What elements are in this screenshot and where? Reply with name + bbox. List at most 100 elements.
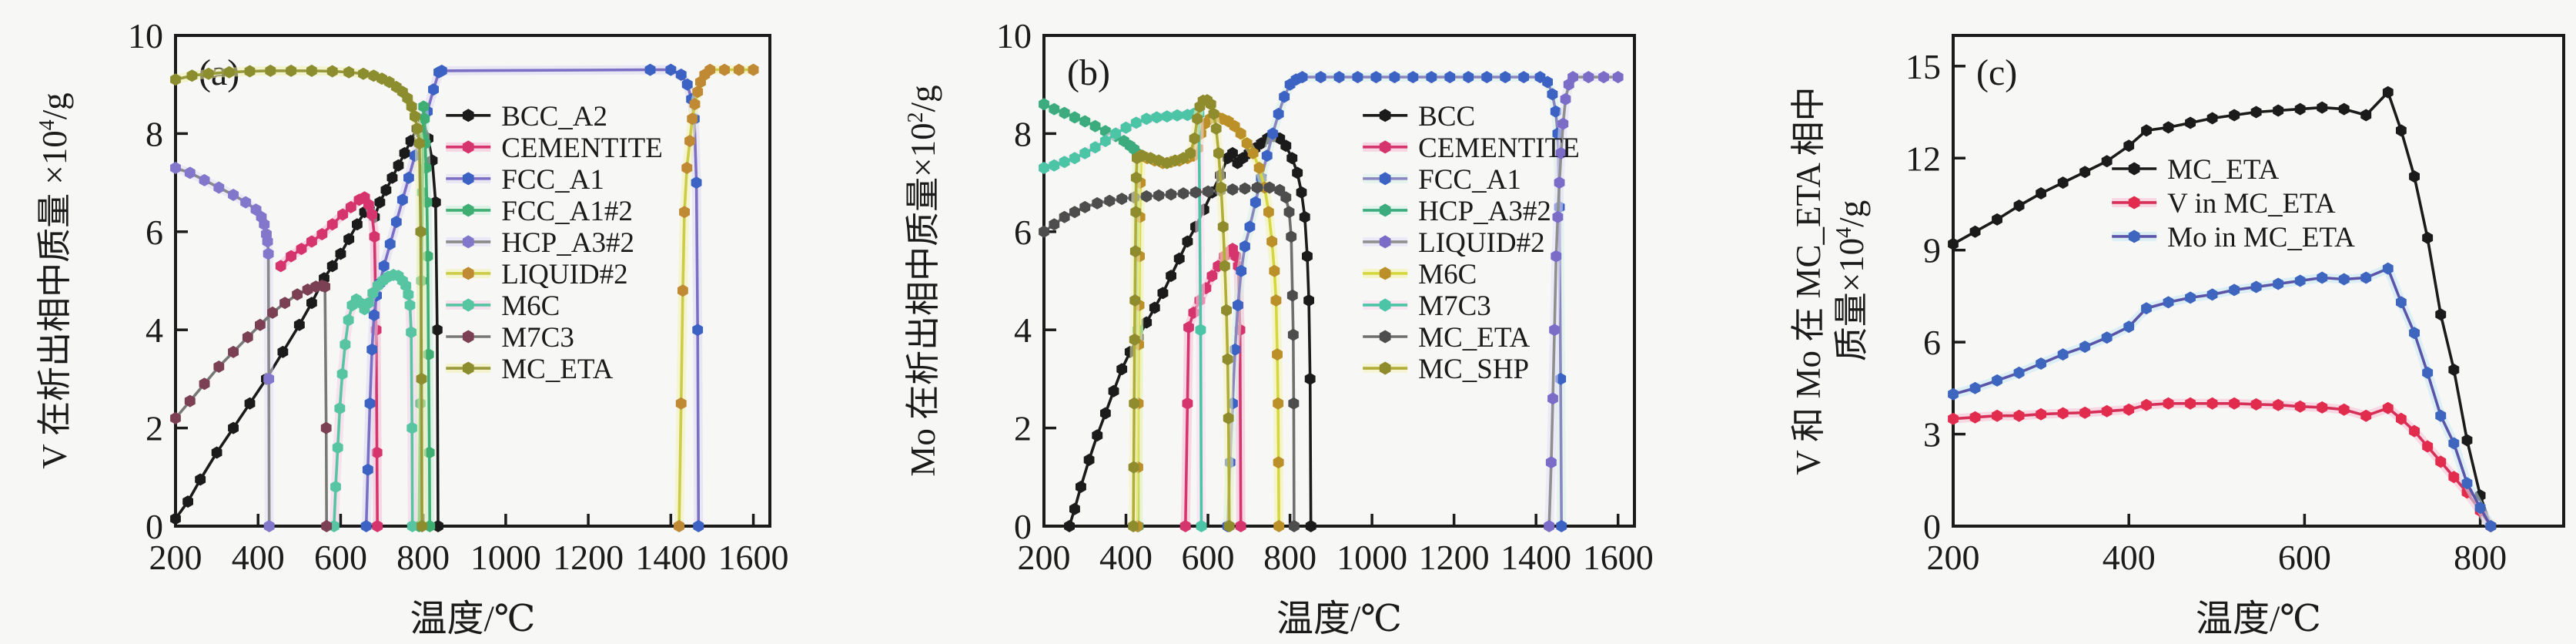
data-point-marker bbox=[1389, 71, 1400, 84]
x-axis: 200 400 600 800 1000 1200 1400 1600 温度/℃ bbox=[149, 514, 789, 639]
plot-frame bbox=[1952, 34, 2565, 528]
data-point-marker bbox=[1280, 139, 1292, 153]
data-point-marker bbox=[306, 64, 317, 77]
data-point-marker bbox=[2435, 455, 2447, 468]
data-point-marker bbox=[1100, 135, 1111, 147]
data-point-marker bbox=[1279, 90, 1290, 103]
data-point-marker bbox=[1236, 264, 1247, 277]
x-axis-title: 温度/℃ bbox=[1276, 599, 1402, 639]
data-point-marker bbox=[386, 171, 398, 184]
data-point-marker bbox=[2382, 86, 2394, 99]
data-point-marker bbox=[1287, 328, 1299, 341]
data-point-marker bbox=[689, 98, 701, 111]
data-point-marker bbox=[2101, 404, 2113, 418]
plot-frame bbox=[174, 34, 771, 528]
data-point-marker bbox=[259, 218, 270, 231]
data-point-marker bbox=[1049, 218, 1060, 231]
legend-marker-sample bbox=[462, 203, 474, 217]
legend-label: FCC_A1 bbox=[1418, 164, 1521, 196]
data-point-marker bbox=[1089, 141, 1101, 154]
legend-label: FCC_A1#2 bbox=[501, 196, 633, 227]
legend-label: LIQUID#2 bbox=[1418, 227, 1544, 259]
data-point-marker bbox=[1267, 127, 1279, 140]
panel-label: (c) bbox=[1976, 52, 2017, 93]
data-point-marker bbox=[1352, 71, 1363, 84]
data-point-marker bbox=[2141, 302, 2152, 315]
legend-marker-sample bbox=[462, 109, 474, 122]
legend-item-M6C: M6C bbox=[446, 290, 560, 322]
x-tick-label: 200 bbox=[1018, 538, 1071, 577]
data-point-marker bbox=[1161, 110, 1173, 123]
x-tick-label: 600 bbox=[2278, 538, 2331, 577]
data-point-marker bbox=[2409, 424, 2420, 438]
data-point-marker bbox=[423, 446, 435, 459]
data-point-marker bbox=[402, 92, 413, 105]
legend: BCCCEMENTITEFCC_A1HCP_A3#2LIQUID#2M6CM7C… bbox=[1363, 101, 1580, 385]
data-point-marker bbox=[1069, 502, 1080, 515]
data-point-marker bbox=[2229, 283, 2240, 297]
data-point-marker bbox=[1554, 176, 1565, 190]
data-point-marker bbox=[1130, 171, 1142, 184]
data-point-marker bbox=[1252, 181, 1263, 194]
series-line bbox=[1043, 112, 1203, 527]
data-point-marker bbox=[1518, 71, 1530, 84]
data-point-marker bbox=[1296, 71, 1308, 84]
data-point-marker bbox=[1128, 461, 1139, 474]
legend-item-LIQUID#2: LIQUID#2 bbox=[1363, 227, 1545, 259]
series-MC_ETA bbox=[1948, 86, 2497, 532]
legend-label: MC_ETA bbox=[501, 354, 613, 385]
data-point-marker bbox=[393, 159, 404, 172]
data-point-marker bbox=[1549, 324, 1561, 337]
y-tick-label: 3 bbox=[1923, 415, 1941, 454]
data-point-marker bbox=[2250, 397, 2262, 411]
data-point-marker bbox=[1092, 196, 1103, 210]
data-point-marker bbox=[263, 520, 275, 532]
series-halo bbox=[1042, 109, 1206, 527]
data-point-marker bbox=[1129, 245, 1141, 258]
y-tick-label: 6 bbox=[146, 213, 163, 252]
data-point-marker bbox=[1100, 407, 1111, 420]
data-point-marker bbox=[321, 520, 333, 532]
data-point-marker bbox=[2036, 408, 2046, 421]
data-point-marker bbox=[674, 520, 684, 532]
legend-label: MC_ETA bbox=[1418, 322, 1530, 354]
data-point-marker bbox=[681, 78, 693, 91]
data-point-marker bbox=[1269, 264, 1280, 277]
data-point-marker bbox=[1039, 225, 1049, 238]
data-point-marker bbox=[1992, 213, 2002, 226]
legend-item-Mo in MC_ETA: Mo in MC_ETA bbox=[2112, 222, 2355, 253]
legend-marker-sample bbox=[462, 267, 474, 280]
y-axis-title: 质量×104/g bbox=[1832, 200, 1871, 361]
data-point-marker bbox=[1172, 109, 1183, 122]
plot-frame bbox=[1042, 34, 1636, 528]
series-M7C3 bbox=[170, 279, 333, 532]
data-point-marker bbox=[1370, 71, 1382, 84]
series-markers bbox=[328, 268, 418, 532]
data-point-marker bbox=[1261, 149, 1273, 163]
x-tick-label: 400 bbox=[232, 538, 285, 577]
data-point-marker bbox=[184, 166, 196, 179]
data-point-marker bbox=[2229, 397, 2240, 410]
data-point-marker bbox=[681, 162, 693, 174]
y-tick-label: 4 bbox=[1014, 310, 1032, 350]
data-point-marker bbox=[1969, 381, 1981, 394]
data-point-marker bbox=[1092, 429, 1103, 442]
data-point-marker bbox=[2079, 166, 2091, 179]
data-point-marker bbox=[2435, 308, 2447, 321]
data-point-marker bbox=[2422, 440, 2434, 453]
data-point-marker bbox=[330, 481, 341, 493]
data-point-marker bbox=[1179, 520, 1191, 532]
chart-root-c: 200 400 600 800 温度/℃ 0 3 6 9 12 15 V 和 Mo 在 MC_ETA … bbox=[1789, 34, 2565, 639]
data-point-marker bbox=[1303, 294, 1314, 307]
data-point-marker bbox=[358, 67, 369, 80]
data-point-marker bbox=[1407, 71, 1419, 84]
y-tick-label: 9 bbox=[1923, 231, 1941, 270]
data-point-marker bbox=[293, 318, 305, 331]
series-halo bbox=[174, 163, 274, 527]
data-point-marker bbox=[255, 318, 266, 331]
legend-marker-sample bbox=[2128, 230, 2140, 243]
legend: BCC_A2CEMENTITEFCC_A1FCC_A1#2HCP_A3#2LIQ… bbox=[446, 101, 663, 385]
data-point-marker bbox=[677, 284, 688, 297]
data-point-marker bbox=[2382, 401, 2394, 414]
series-markers bbox=[170, 64, 427, 532]
